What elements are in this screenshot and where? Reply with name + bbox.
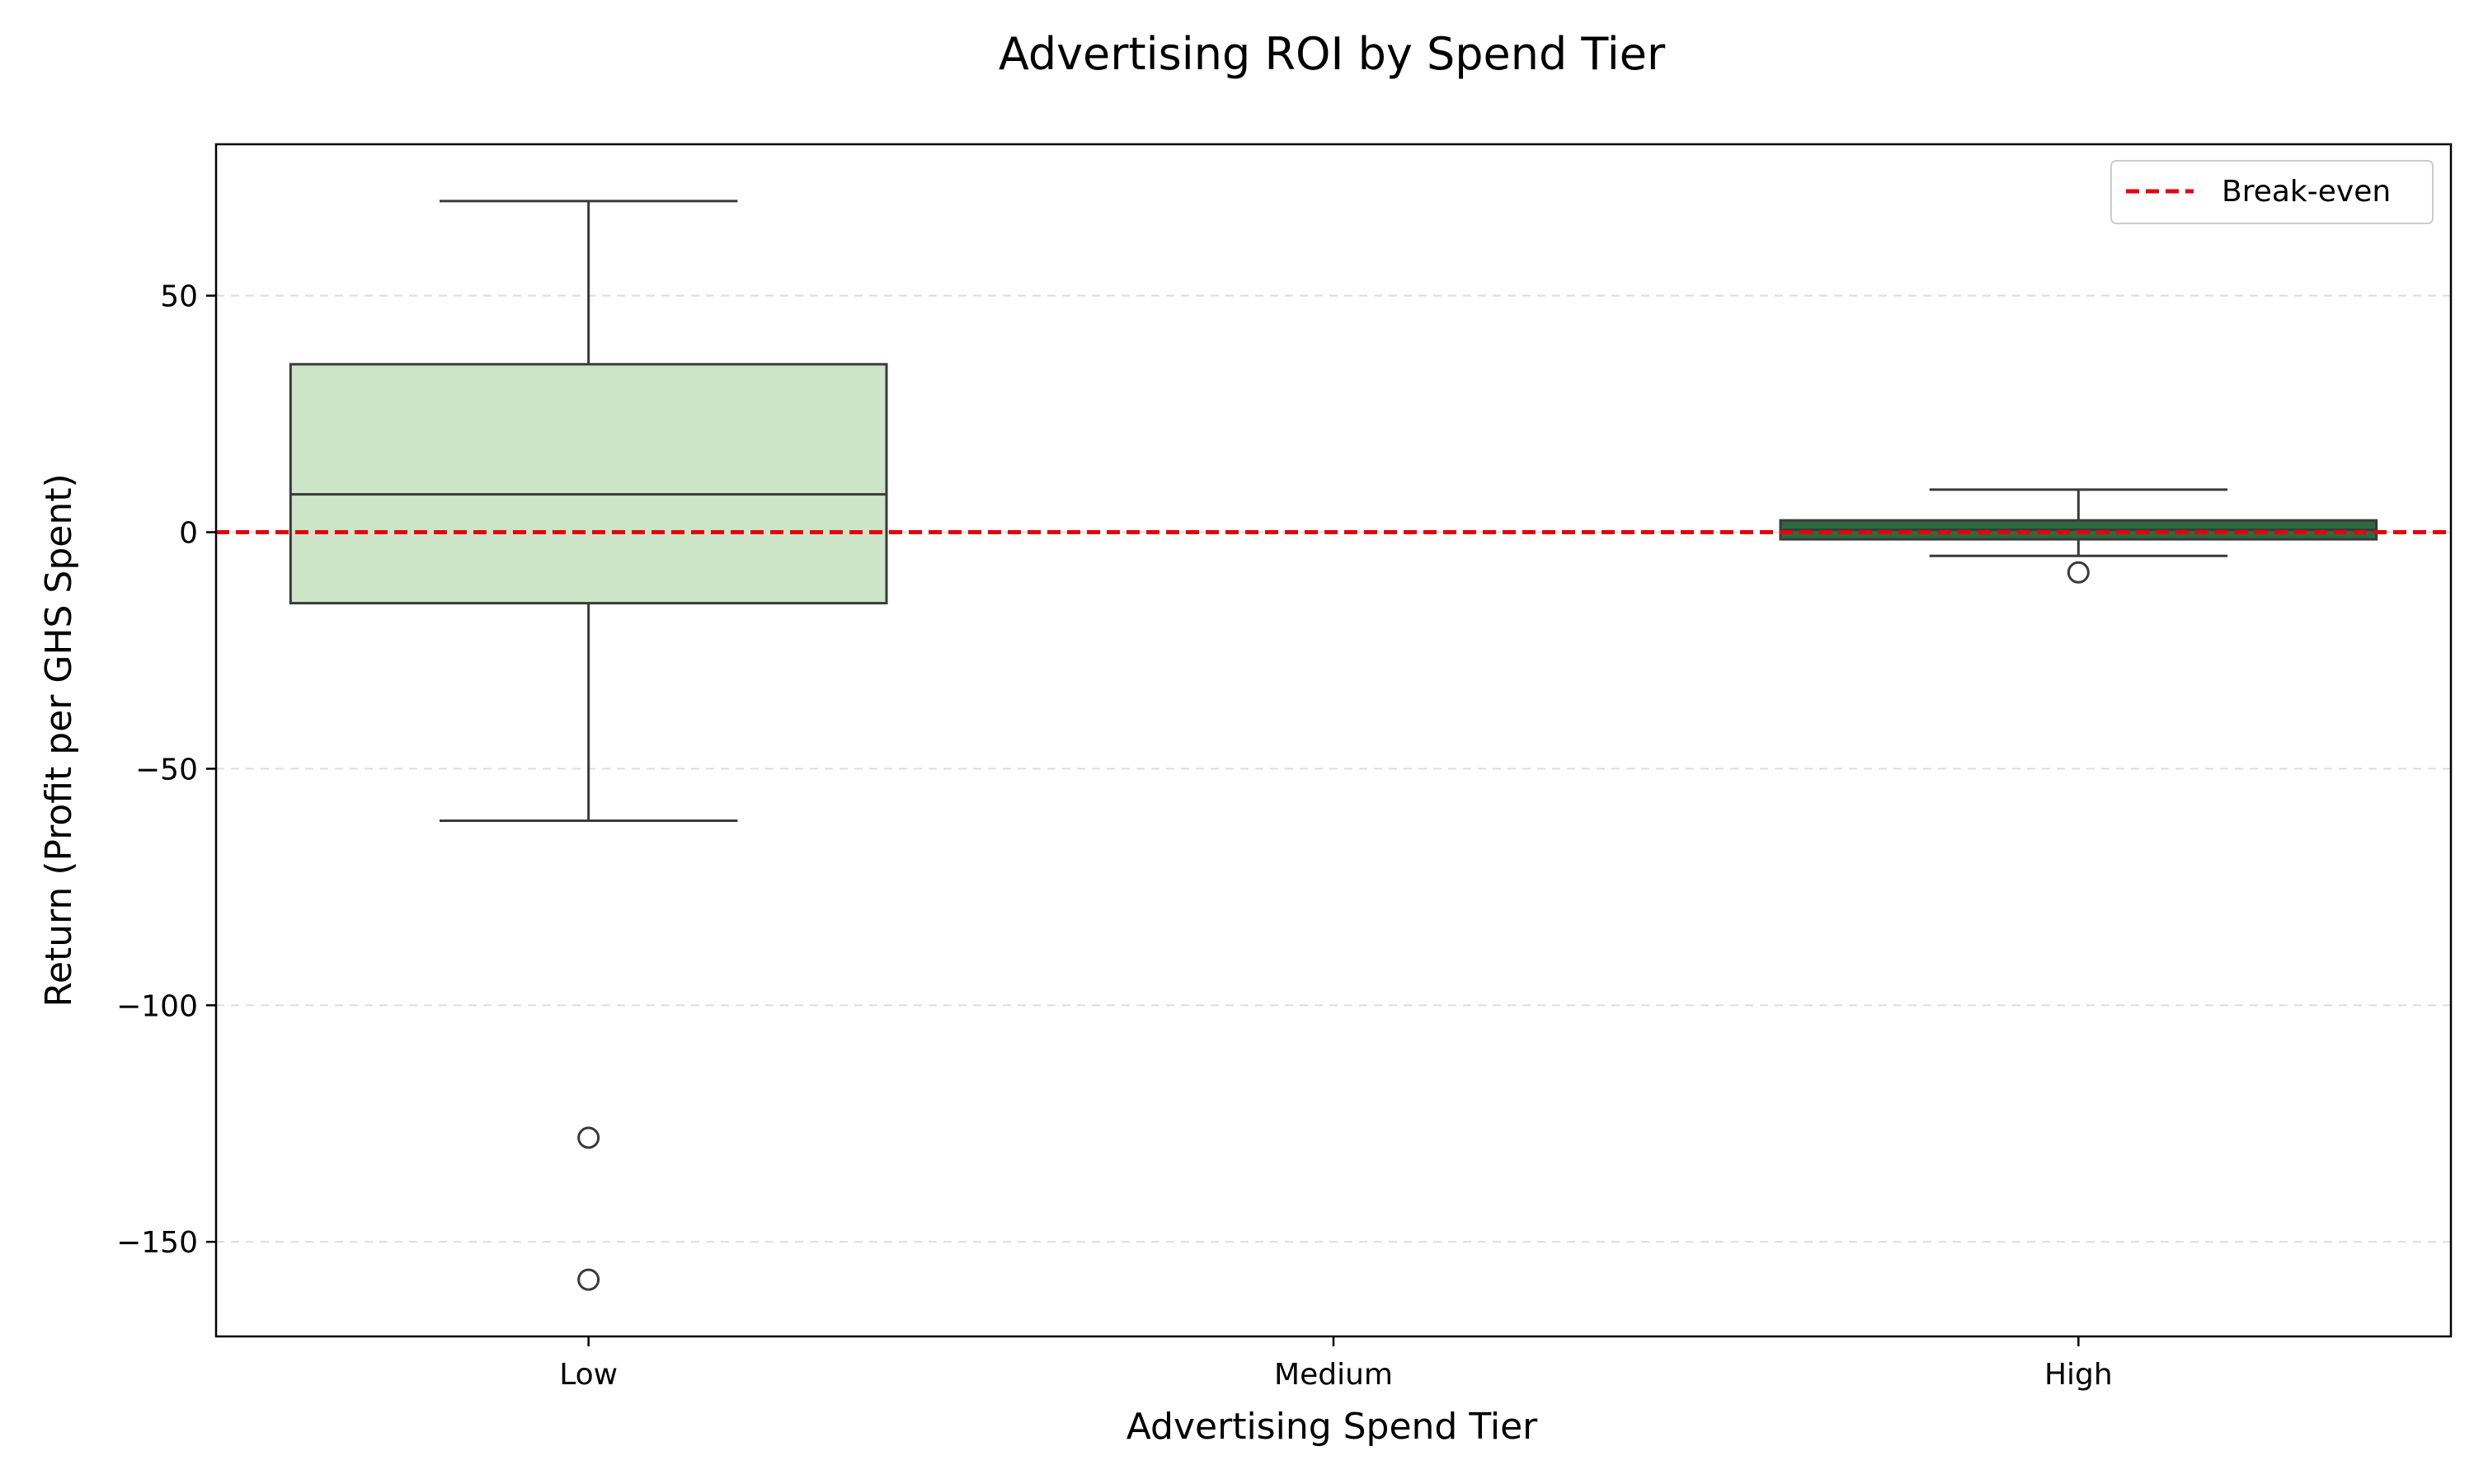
chart-title: Advertising ROI by Spend Tier bbox=[999, 28, 1666, 80]
x-tick-label: Low bbox=[559, 1358, 618, 1392]
box-low bbox=[289, 200, 888, 1291]
box-high bbox=[1779, 488, 2378, 584]
x-tick-label: High bbox=[2044, 1358, 2113, 1392]
y-tick-label: 0 bbox=[179, 517, 198, 551]
outlier-point bbox=[577, 1126, 600, 1149]
y-tick-label: −150 bbox=[116, 1226, 198, 1260]
outlier-point bbox=[2067, 561, 2090, 584]
legend-frame bbox=[2110, 160, 2434, 224]
x-tick-label: Medium bbox=[1274, 1358, 1393, 1392]
y-axis-ticks: 50 0 −50 −100 −150 bbox=[116, 280, 216, 1260]
boxes-layer bbox=[289, 200, 2378, 1291]
legend-label-break-even: Break-even bbox=[2222, 175, 2391, 209]
x-axis-label: Advertising Spend Tier bbox=[1126, 1406, 1538, 1448]
y-tick-label: −50 bbox=[135, 753, 198, 787]
y-axis-label: Return (Profit per GHS Spent) bbox=[38, 473, 80, 1007]
x-axis-ticks: Low Medium High bbox=[559, 1336, 2113, 1392]
box-iqr bbox=[289, 363, 888, 605]
plot-frame bbox=[214, 143, 2453, 1338]
outlier-point bbox=[577, 1268, 600, 1291]
y-tick-label: −100 bbox=[116, 989, 198, 1023]
legend: Break-even bbox=[2110, 160, 2434, 224]
y-tick-label: 50 bbox=[160, 280, 198, 314]
